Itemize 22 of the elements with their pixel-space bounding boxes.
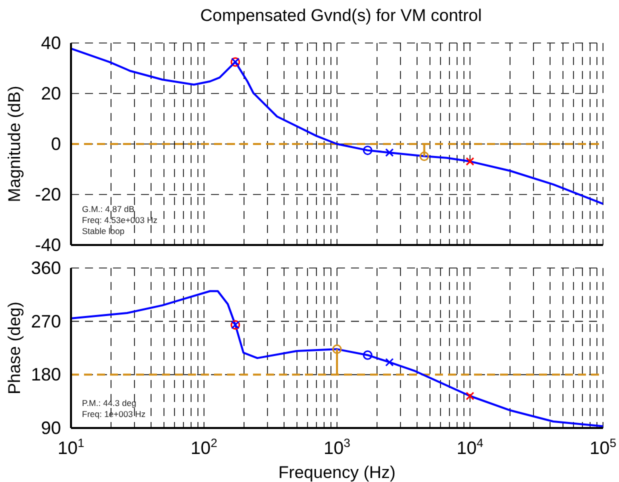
x-tick-label: 10$^{4}$ [456,436,484,458]
y-tick-label: -20 [34,184,61,204]
annotation: P.M.: 44.3 deg [82,398,138,409]
y-axis-title: Magnitude (dB) [5,86,24,202]
x-tick-label: 10$^{5}$ [590,436,617,458]
annotation: Freq: 1e+003 Hz [82,409,146,420]
y-tick-label: 20 [40,84,61,104]
y-tick-label: -40 [34,235,61,255]
annotation: Freq: 4.53e+003 Hz [82,215,158,226]
y-tick-label: 360 [30,258,61,278]
chart-title: Compensated Gvnd(s) for VM control [199,6,483,26]
x-tick-label: 10$^{2}$ [190,436,218,458]
y-tick-label: 90 [40,418,61,438]
x-tick-label: 10$^{1}$ [58,436,85,458]
x-axis-title: Frequency (Hz) [278,463,396,482]
x-tick-label: 10$^{3}$ [324,436,351,458]
y-tick-label: 40 [40,33,61,53]
y-axis-title: Phase (deg) [5,302,24,394]
y-tick-label: 270 [30,311,61,332]
y-tick-label: 0 [50,134,61,154]
y-tick-label: 180 [30,364,61,385]
annotation: G.M.: 4.87 dB [82,204,136,215]
